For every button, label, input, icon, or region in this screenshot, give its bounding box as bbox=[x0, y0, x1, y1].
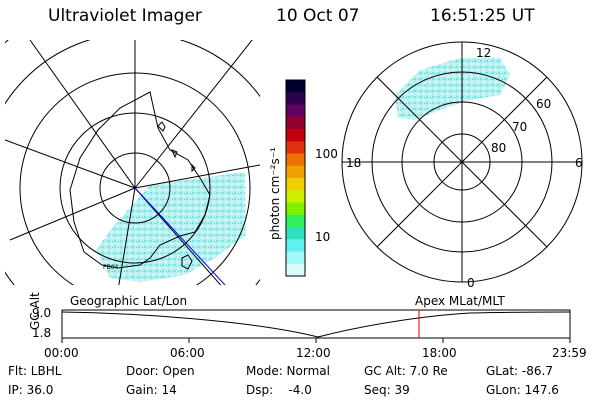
meridian bbox=[9, 187, 136, 241]
colorbar-segment bbox=[286, 190, 305, 203]
meridian bbox=[118, 187, 136, 285]
instrument-title: Ultraviolet Imager bbox=[48, 6, 202, 26]
timeline-x-tick: 23:59 bbox=[552, 346, 587, 360]
dsp-readout: Dsp: -4.0 bbox=[246, 383, 312, 397]
colorbar-segment bbox=[286, 92, 305, 105]
color-scale-bar bbox=[285, 79, 306, 277]
colorbar-segment bbox=[286, 202, 305, 216]
colorbar-segment bbox=[286, 251, 305, 265]
glat-readout: GLat: -86.7 bbox=[486, 364, 553, 378]
colorbar-segment bbox=[286, 239, 305, 252]
timeline-x-tick: 06:00 bbox=[170, 346, 205, 360]
island-outlines bbox=[157, 121, 196, 270]
ip-readout: IP: 36.0 bbox=[8, 383, 54, 397]
mlt-label-18: 18 bbox=[346, 156, 362, 170]
lat-label-80: 80 bbox=[491, 141, 507, 155]
mode-readout: Mode: Normal bbox=[246, 364, 330, 378]
colorbar-segment bbox=[286, 80, 305, 93]
timeline-x-tick: 00:00 bbox=[44, 346, 79, 360]
station-label: PB04 bbox=[103, 264, 119, 271]
timeline-y-tick-max: 9.0 bbox=[32, 306, 52, 320]
colorbar-segment bbox=[286, 263, 305, 277]
meridian bbox=[5, 139, 136, 189]
colorbar-segment bbox=[286, 178, 305, 191]
timeline-left-title: Geographic Lat/Lon bbox=[70, 294, 188, 308]
colorbar-segment bbox=[286, 116, 305, 130]
sun-direction-line bbox=[134, 187, 226, 285]
colorbar-segment bbox=[286, 104, 305, 118]
filter-readout: Flt: LBHL bbox=[8, 364, 62, 378]
timeline-frame bbox=[61, 309, 571, 339]
mlt-label-12: 12 bbox=[476, 46, 492, 60]
image-date: 10 Oct 07 bbox=[276, 6, 360, 26]
gc-alt-readout: GC Alt: 7.0 Re bbox=[364, 364, 448, 378]
colorbar-segment bbox=[286, 141, 305, 154]
colorbar-unit-label: photon cm⁻²s⁻¹ bbox=[268, 147, 282, 240]
colorbar-segment bbox=[286, 214, 305, 228]
timeline-x-tick: 18:00 bbox=[422, 346, 457, 360]
meridian bbox=[29, 40, 136, 189]
colorbar-frame bbox=[285, 79, 306, 277]
seq-readout: Seq: 39 bbox=[364, 383, 410, 397]
timeline-right-title: Apex MLat/MLT bbox=[415, 294, 505, 308]
mlt-label-0: 0 bbox=[467, 276, 475, 290]
door-readout: Door: Open bbox=[126, 364, 195, 378]
meridian bbox=[134, 187, 222, 285]
timeline-x-tick: 12:00 bbox=[296, 346, 331, 360]
colorbar-segment bbox=[286, 227, 305, 240]
colorbar-segment bbox=[286, 129, 305, 142]
polar-mlt-plot bbox=[341, 41, 583, 283]
meridian bbox=[134, 40, 253, 189]
mlt-label-6: 6 bbox=[575, 156, 583, 170]
image-time: 16:51:25 UT bbox=[430, 6, 535, 26]
meridian bbox=[134, 164, 260, 189]
auroral-emission-polar bbox=[395, 58, 510, 120]
colorbar-tick-10: 10 bbox=[315, 230, 331, 244]
timeline-ticks bbox=[61, 338, 571, 343]
lat-label-70: 70 bbox=[512, 120, 528, 134]
geographic-map bbox=[5, 40, 260, 285]
orbit-timeline bbox=[61, 309, 571, 343]
lat-label-60: 60 bbox=[536, 97, 552, 111]
gain-readout: Gain: 14 bbox=[126, 383, 177, 397]
colorbar-tick-100: 100 bbox=[315, 147, 338, 161]
altitude-curve bbox=[61, 311, 571, 338]
timeline-y-tick-min: 1.8 bbox=[32, 326, 52, 340]
glon-readout: GLon: 147.6 bbox=[486, 383, 559, 397]
mlt-diagonal bbox=[376, 76, 548, 248]
colorbar-segment bbox=[286, 153, 305, 167]
colorbar-segment bbox=[286, 165, 305, 179]
